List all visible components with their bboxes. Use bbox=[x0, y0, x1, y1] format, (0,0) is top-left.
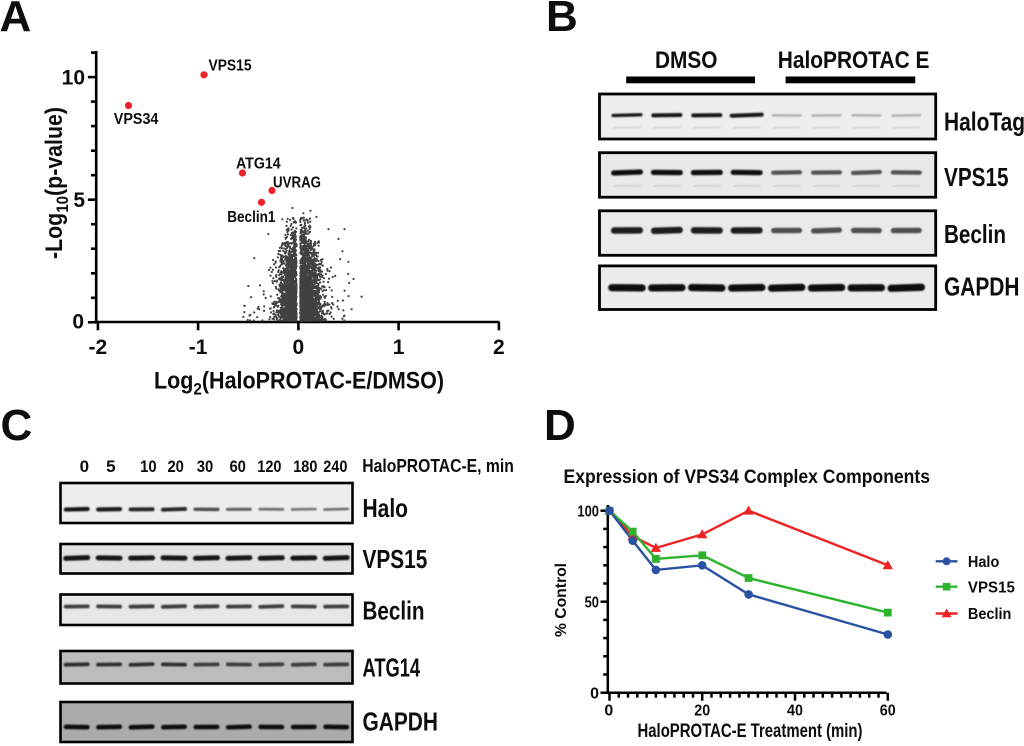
svg-text:30: 30 bbox=[197, 457, 214, 476]
svg-text:0: 0 bbox=[293, 336, 305, 359]
svg-text:VPS15: VPS15 bbox=[968, 579, 1015, 596]
svg-text:HaloPROTAC-E, min: HaloPROTAC-E, min bbox=[362, 456, 514, 476]
svg-text:10: 10 bbox=[140, 457, 157, 476]
svg-text:10: 10 bbox=[62, 67, 85, 90]
svg-text:Beclin: Beclin bbox=[968, 606, 1012, 623]
svg-text:% Control: % Control bbox=[553, 563, 570, 637]
svg-text:Beclin: Beclin bbox=[363, 596, 425, 626]
svg-text:Halo: Halo bbox=[968, 554, 1000, 571]
svg-text:60: 60 bbox=[229, 457, 246, 476]
svg-text:Log2(HaloPROTAC-E/DMSO): Log2(HaloPROTAC-E/DMSO) bbox=[154, 367, 444, 398]
svg-text:2: 2 bbox=[493, 336, 505, 359]
svg-text:A: A bbox=[0, 0, 31, 41]
svg-text:0: 0 bbox=[604, 702, 613, 719]
svg-text:VPS15: VPS15 bbox=[209, 58, 252, 75]
svg-text:5: 5 bbox=[73, 189, 85, 212]
svg-text:180: 180 bbox=[293, 457, 317, 476]
svg-text:1: 1 bbox=[393, 336, 405, 359]
svg-text:HaloTag: HaloTag bbox=[944, 107, 1024, 137]
svg-text:40: 40 bbox=[787, 702, 803, 719]
svg-text:B: B bbox=[546, 0, 578, 41]
svg-text:C: C bbox=[1, 401, 33, 450]
svg-text:HaloPROTAC E: HaloPROTAC E bbox=[778, 47, 930, 74]
svg-text:60: 60 bbox=[880, 702, 896, 719]
svg-text:ATG14: ATG14 bbox=[236, 156, 281, 173]
svg-text:D: D bbox=[544, 401, 576, 450]
svg-text:VPS15: VPS15 bbox=[944, 162, 1009, 192]
svg-text:VPS34: VPS34 bbox=[114, 111, 159, 128]
svg-text:Beclin: Beclin bbox=[944, 219, 1006, 249]
svg-text:GAPDH: GAPDH bbox=[363, 707, 439, 737]
svg-text:-1: -1 bbox=[189, 336, 208, 359]
svg-text:5: 5 bbox=[106, 457, 115, 476]
svg-text:GAPDH: GAPDH bbox=[944, 271, 1020, 301]
svg-text:240: 240 bbox=[323, 457, 347, 476]
svg-text:Halo: Halo bbox=[363, 493, 409, 523]
svg-text:Expression of VPS34 Complex Co: Expression of VPS34 Complex Components bbox=[564, 467, 931, 488]
svg-text:-2: -2 bbox=[89, 336, 108, 359]
svg-text:Beclin1: Beclin1 bbox=[227, 209, 275, 226]
svg-text:100: 100 bbox=[577, 503, 599, 520]
svg-text:0: 0 bbox=[80, 457, 89, 476]
svg-text:50: 50 bbox=[585, 594, 599, 611]
svg-text:0: 0 bbox=[590, 685, 599, 702]
svg-text:DMSO: DMSO bbox=[655, 47, 718, 74]
svg-text:VPS15: VPS15 bbox=[363, 544, 428, 574]
svg-text:20: 20 bbox=[167, 457, 184, 476]
svg-text:0: 0 bbox=[72, 310, 84, 333]
svg-text:-Log10(p-value): -Log10(p-value) bbox=[41, 107, 72, 259]
svg-text:20: 20 bbox=[694, 702, 710, 719]
svg-text:UVRAG: UVRAG bbox=[273, 175, 321, 192]
svg-text:ATG14: ATG14 bbox=[363, 653, 421, 683]
svg-text:120: 120 bbox=[257, 457, 281, 476]
svg-text:HaloPROTAC-E Treatment (min): HaloPROTAC-E Treatment (min) bbox=[638, 721, 863, 742]
